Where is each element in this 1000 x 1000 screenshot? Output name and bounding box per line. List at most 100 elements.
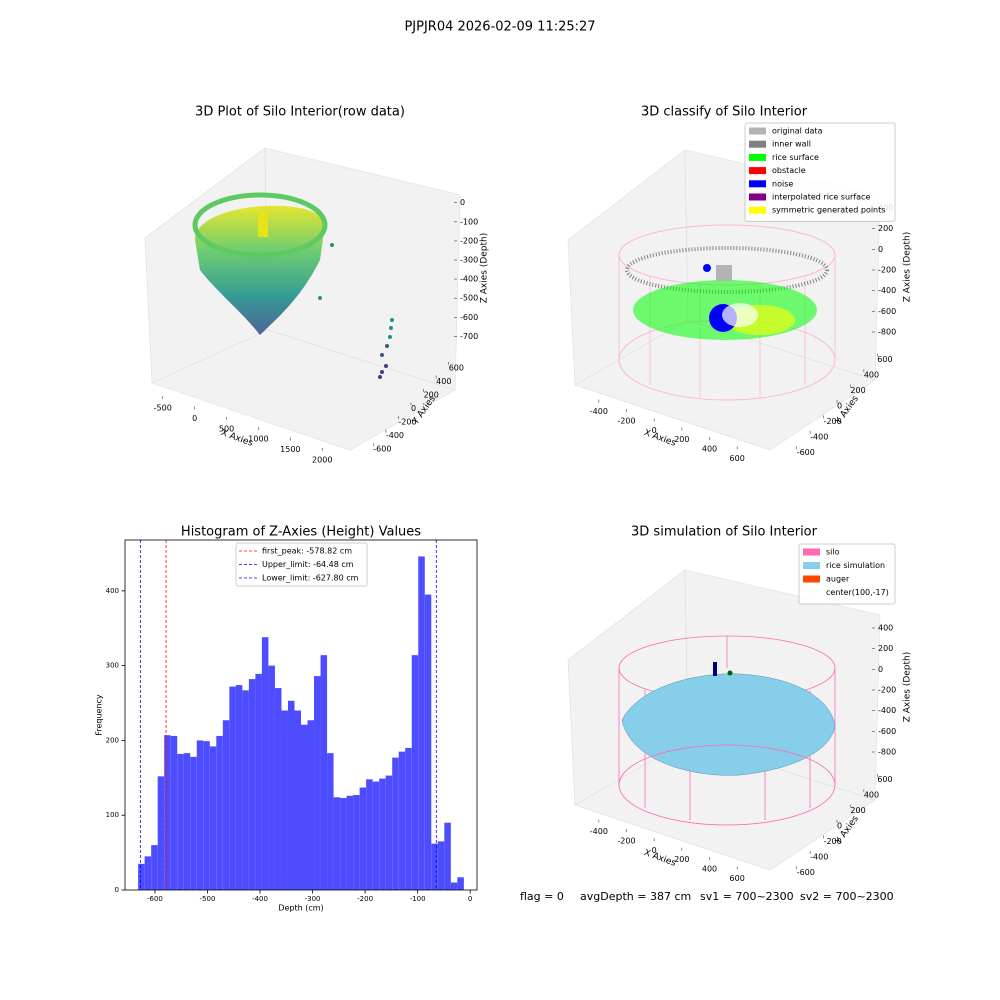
x-tick-label: 600 (730, 874, 745, 883)
bar (190, 756, 197, 890)
y-tick-label: -600 (373, 445, 391, 454)
legend: original data inner wall rice surface obsta… (744, 122, 896, 222)
bar (346, 795, 354, 890)
x-axis-label: X Axies (642, 848, 677, 869)
chart-title: 3D classify of Silo Interior (641, 105, 808, 120)
y-tick-label: 0 (411, 404, 416, 413)
x-tick-label: 0 (192, 414, 197, 423)
bar (183, 753, 191, 890)
bar (255, 673, 262, 890)
legend-swatch (803, 562, 820, 569)
legend-swatch (749, 193, 766, 201)
x-tick-label: -200 (617, 417, 635, 426)
y-tick-label: -600 (797, 868, 815, 877)
z-tick-label: -800 (878, 748, 896, 757)
bar (274, 688, 282, 890)
y-tick-label: 600 (877, 355, 892, 364)
gap (722, 303, 758, 327)
x-tick-label: -300 (305, 895, 321, 903)
y-tick-label: 200 (850, 806, 865, 815)
bar (320, 655, 328, 890)
x-tick-label: 400 (702, 445, 717, 454)
legend-label: symmetric generated points (772, 206, 885, 215)
bar (268, 665, 275, 890)
bar (366, 779, 373, 890)
legend-label: Upper_limit: -64.48 cm (262, 560, 354, 569)
bar (138, 863, 145, 890)
bar (411, 655, 419, 890)
z-tick-label: 200 (878, 644, 893, 653)
x-tick-label: 1500 (280, 445, 300, 454)
z-axis-label: Z Axies (Depth) (480, 233, 490, 304)
bar (314, 676, 321, 890)
center (727, 670, 733, 676)
bar (307, 720, 315, 890)
status: sv1 = 700~2300 (700, 890, 794, 903)
y-tick-label: -600 (797, 448, 815, 457)
y-tick-label: -400 (810, 432, 828, 441)
y-tick-label: -400 (386, 431, 404, 440)
x-axis-label: X Axies (642, 428, 677, 449)
bar (229, 686, 236, 890)
x-tick-label: 400 (702, 865, 717, 874)
bar (151, 845, 158, 890)
bar (144, 856, 152, 890)
bar (431, 843, 438, 890)
z-tick-label: 400 (878, 624, 893, 633)
y-tick-label: -200 (824, 837, 842, 846)
bar (281, 710, 288, 890)
z-tick-label: 200 (878, 224, 893, 233)
x-axis-label: X Axies (219, 428, 254, 449)
z-tick-label: -200 (878, 686, 896, 695)
bar (450, 882, 458, 890)
auger (713, 662, 717, 676)
z-tick-label: -300 (460, 256, 478, 265)
legend-label: interpolated rice surface (772, 193, 870, 202)
y-tick-label: 400 (864, 371, 879, 380)
bar (359, 787, 367, 890)
z-tick-label: -400 (460, 275, 478, 284)
legend-label: rice simulation (826, 561, 885, 570)
y-tick-label: -200 (398, 418, 416, 427)
legend-label: inner wall (772, 140, 811, 149)
bar (457, 877, 464, 890)
x-tick-label: -400 (590, 827, 608, 836)
z-axis-label: Z Axies (Depth) (903, 652, 913, 723)
x-tick-label: 1000 (248, 435, 268, 444)
y-tick-label: -400 (810, 852, 828, 861)
x-tick-label: 0 (652, 426, 657, 435)
y-tick-label: 200 (850, 386, 865, 395)
legend-label: silo (826, 548, 840, 557)
bar (405, 747, 412, 890)
legend-swatch (803, 548, 820, 556)
y-tick-label: 0 (115, 886, 119, 894)
z-tick-label: -400 (878, 286, 896, 295)
bar (353, 795, 360, 890)
bar (385, 775, 393, 890)
legend-label: auger (826, 575, 850, 584)
y-tick-label: 600 (877, 775, 892, 784)
bar (372, 781, 380, 890)
y-tick-label: 200 (424, 390, 439, 399)
x-tick-label: -200 (617, 837, 635, 846)
bar (333, 797, 341, 890)
bar (294, 710, 301, 890)
bar (216, 735, 223, 890)
z-tick-label: 0 (878, 245, 883, 254)
points (258, 212, 268, 237)
bar (242, 690, 249, 890)
legend-box (798, 543, 896, 605)
x-tick-label: 500 (219, 424, 234, 433)
legend-swatch (749, 180, 766, 188)
bar (222, 720, 230, 890)
bar (424, 594, 432, 890)
bar (398, 751, 406, 890)
bar (287, 700, 295, 890)
x-axis-label: Depth (cm) (278, 904, 323, 913)
bar (177, 753, 184, 890)
legend-swatch (803, 575, 820, 583)
bar (301, 724, 308, 890)
bar (196, 740, 204, 890)
x-tick-label: 600 (730, 454, 745, 463)
